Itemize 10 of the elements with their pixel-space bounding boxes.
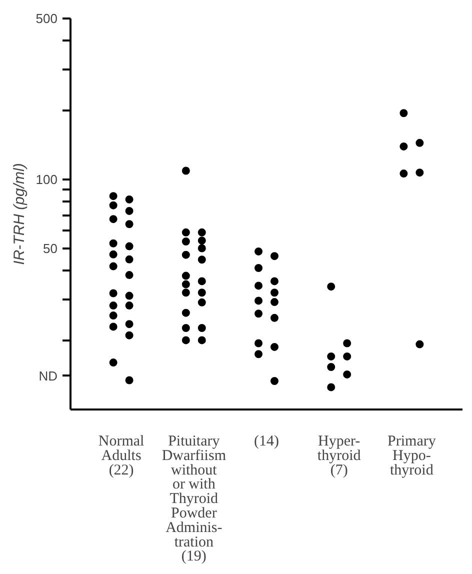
x-tick-label: Normal Adults (22) — [98, 434, 144, 478]
x-tick-label: Hyper- thyroid (7) — [317, 434, 362, 478]
y-tick-label: 500 — [36, 11, 58, 26]
y-tick-label: ND — [38, 368, 58, 384]
x-tick-label: Primary Hypo- thyroid — [388, 434, 436, 478]
x-tick-label: (14) — [254, 434, 280, 450]
y-tick-label: 50 — [43, 241, 58, 256]
y-axis-title: IR-TRH (pg/ml) — [10, 163, 28, 265]
category-label: Pituitary Dwarfiism without or with Thyroid Powder Adminis- tration (19) — [162, 434, 226, 565]
y-tick-label: 100 — [36, 172, 58, 187]
